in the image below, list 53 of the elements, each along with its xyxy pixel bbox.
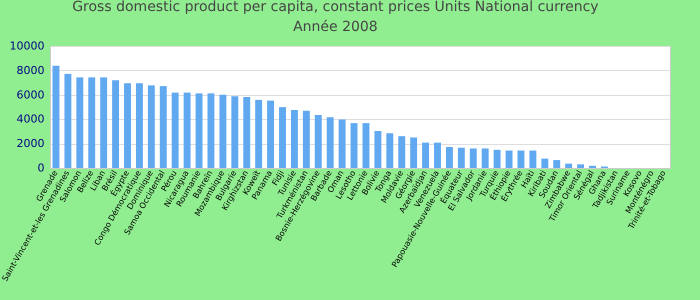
chart-title: Gross domestic product per capita, constant prices Units National currency: [72, 0, 599, 15]
bar: [470, 148, 477, 168]
bar: [362, 123, 370, 168]
bar: [184, 92, 191, 168]
bar: [410, 138, 418, 168]
bar: [76, 77, 84, 168]
bar: [422, 142, 430, 168]
bar: [434, 142, 441, 168]
bar: [100, 77, 108, 168]
bar: [219, 94, 226, 168]
bar: [314, 115, 322, 168]
bar: [374, 131, 382, 168]
chart-subtitle: Année 2008: [293, 19, 378, 35]
bar: [350, 123, 358, 168]
bar: [148, 85, 155, 168]
bar: [529, 150, 536, 168]
y-tick-label: 10000: [10, 40, 44, 52]
y-tick-label: 2000: [16, 137, 44, 150]
bar: [541, 158, 548, 168]
bar: [112, 80, 120, 168]
bar: [577, 164, 584, 168]
bar: [506, 150, 512, 168]
bar: [398, 136, 406, 168]
y-tick-label: 8000: [16, 64, 44, 77]
bar: [88, 77, 96, 168]
y-tick-label: 4000: [16, 112, 44, 126]
bar: [267, 100, 274, 168]
bar: [553, 160, 560, 168]
bar: [255, 100, 262, 168]
bar: [302, 110, 310, 168]
bar: [458, 148, 465, 168]
bar: [243, 96, 250, 168]
bar: [290, 110, 298, 168]
y-tick-label: 0: [38, 162, 44, 174]
bar: [446, 147, 453, 168]
bar: [172, 92, 179, 168]
y-tick-label: 6000: [16, 88, 44, 102]
bar: [64, 74, 72, 168]
bar: [482, 148, 489, 168]
bar: [160, 86, 167, 168]
bar: [565, 164, 572, 168]
bar: [196, 93, 202, 168]
bar: [52, 66, 60, 168]
bar: [518, 150, 524, 168]
bar: [208, 93, 214, 168]
bar: [124, 83, 131, 168]
bar: [326, 117, 334, 168]
bar: [494, 150, 501, 168]
bar: [279, 107, 286, 168]
bar: [338, 119, 346, 168]
bar: [136, 83, 143, 168]
bar: [386, 133, 394, 168]
bar: [231, 96, 238, 168]
